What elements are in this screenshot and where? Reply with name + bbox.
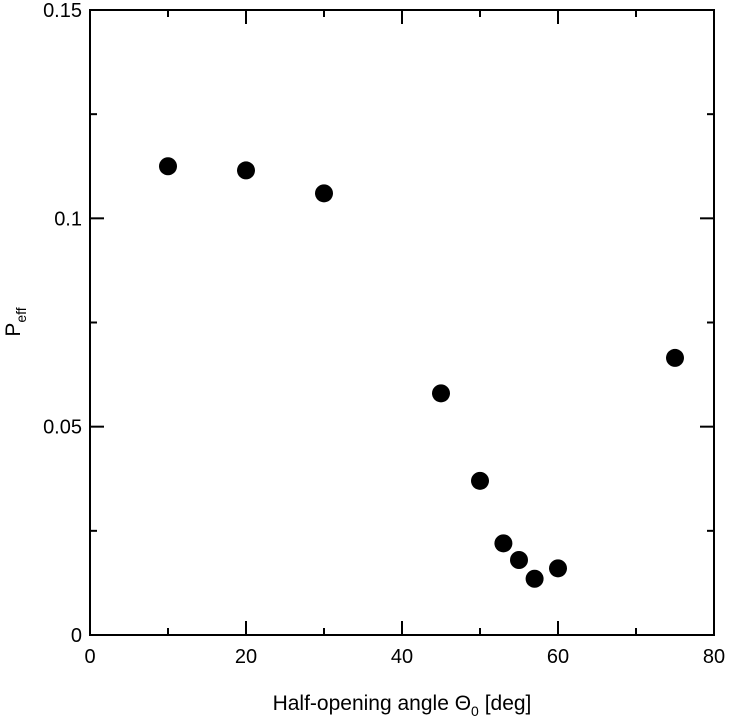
data-point [510, 551, 528, 569]
x-tick-label: 40 [391, 646, 413, 668]
x-tick-label: 0 [84, 646, 95, 668]
data-point [237, 161, 255, 180]
x-tick-label: 20 [235, 646, 257, 668]
data-point [666, 348, 684, 367]
data-points [159, 157, 684, 588]
x-axis-title: Half-opening angle Θ0 [deg] [273, 692, 532, 719]
data-point [549, 559, 567, 578]
y-axis-title: Peff [2, 307, 29, 336]
x-tick-label: 80 [703, 646, 725, 668]
axis-ticks [89, 9, 715, 636]
plot-frame [89, 9, 715, 636]
y-tick-label: 0 [71, 625, 82, 647]
data-point [432, 384, 450, 403]
y-tick-label: 0.05 [43, 417, 82, 439]
y-tick-label: 0.15 [43, 0, 82, 22]
data-point [471, 471, 489, 490]
x-tick-label: 60 [547, 646, 569, 668]
data-point [315, 184, 333, 203]
data-point [525, 569, 544, 588]
tick-labels: 0 20 40 60 80 0 0.05 0.1 0.15 [43, 0, 725, 668]
data-point [494, 534, 513, 553]
data-point [159, 157, 177, 176]
y-tick-label: 0.1 [54, 208, 82, 230]
